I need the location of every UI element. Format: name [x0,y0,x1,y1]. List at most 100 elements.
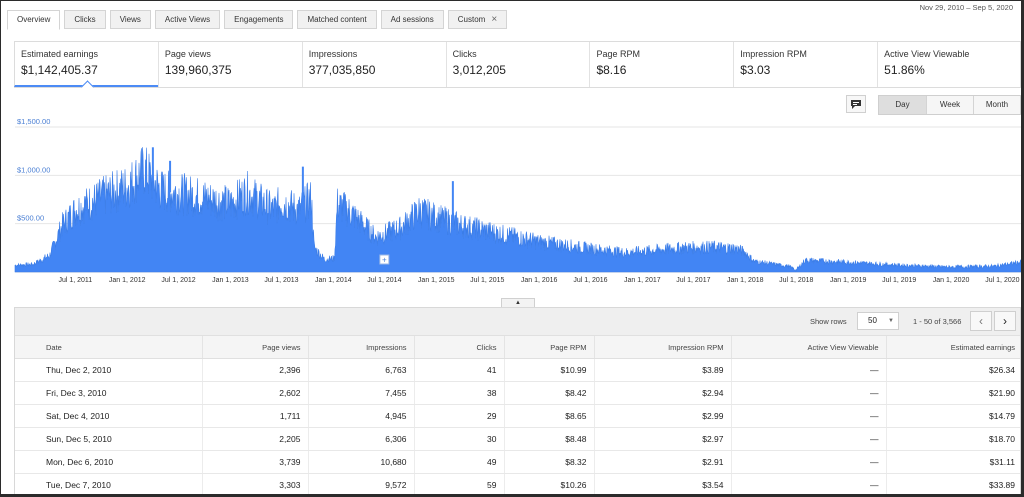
table-cell: Sun, Dec 5, 2010 [15,427,202,451]
caret-up-icon: ▲ [515,300,521,306]
tab-active-views[interactable]: Active Views [154,10,221,29]
metric-estimated-earnings[interactable]: Estimated earnings $1,142,405.37 [14,42,158,87]
metric-value: 3,012,205 [452,63,506,77]
report-tabs: Overview Clicks Views Active Views Engag… [7,10,511,30]
metric-page-rpm[interactable]: Page RPM $8.16 [589,42,733,87]
granularity-toggle: Day Week Month [878,95,1021,115]
table-cell: 6,763 [307,358,414,382]
rows-per-page-select[interactable]: 50 ▼ [857,312,899,330]
table-row: Fri, Dec 3, 2010 2,602 7,455 38 $8.42 $2.94— $… [15,381,1020,405]
x-tick-label: Jul 1, 2019 [882,277,916,284]
x-tick-label: Jan 1, 2017 [624,277,661,284]
annotation-button[interactable] [846,95,866,113]
table-cell: $8.65 [503,404,594,428]
collapse-chart-button[interactable]: ▲ [501,298,535,308]
granularity-week-button[interactable]: Week [926,96,973,114]
x-tick-label: Jan 1, 2014 [315,277,352,284]
table-cell: 2,602 [201,381,308,405]
metric-impression-rpm[interactable]: Impression RPM $3.03 [733,42,877,87]
close-icon[interactable]: × [491,14,498,25]
metric-active-view-viewable[interactable]: Active View Viewable 51.86% [877,42,1021,87]
table-cell: 7,455 [307,381,414,405]
tab-overview[interactable]: Overview [7,10,61,30]
tab-matched-content[interactable]: Matched content [297,10,377,29]
x-tick-label: Jul 1, 2018 [779,277,813,284]
metric-label: Active View Viewable [884,49,970,59]
table-cell: $10.26 [503,473,594,494]
metric-page-views[interactable]: Page views 139,960,375 [157,42,302,87]
x-tick-label: Jul 1, 2011 [58,277,92,284]
table-body: Thu, Dec 2, 2010 2,396 6,763 41 $10.99 $3.89—… [15,358,1020,494]
pagination-range: 1 - 50 of 3,566 [913,317,962,326]
table-cell: 49 [413,450,504,474]
table-cell: Mon, Dec 6, 2010 [15,450,202,474]
table-cell: $2.94 [593,381,731,405]
show-rows-label: Show rows [810,317,847,326]
metric-label: Page views [164,49,211,59]
metric-value: 51.86% [884,63,925,77]
table-cell: 38 [413,381,504,405]
x-tick-label: Jan 1, 2015 [418,277,455,284]
column-header[interactable]: Clicks [413,335,504,359]
data-table: Date Page views Impressions Clicks Page RPM I… [15,335,1020,494]
chevron-down-icon: ▼ [888,318,894,324]
table-cell: $18.70 [885,427,1020,451]
earnings-chart[interactable]: $500.00 $1,000.00 $1,500.00 Jul 1, 2011 Jan … [1,119,1024,287]
table-cell: $8.48 [503,427,594,451]
metric-impressions[interactable]: Impressions 377,035,850 [301,42,446,87]
column-header[interactable]: Date [15,335,202,359]
tab-ad-sessions[interactable]: Ad sessions [380,10,444,29]
x-tick-label: Jan 1, 2018 [727,277,764,284]
tab-custom[interactable]: Custom × [447,10,508,29]
table-cell: $10.99 [503,358,594,382]
table-cell: 3,303 [201,473,308,494]
x-tick-label: Jan 1, 2019 [830,277,867,284]
column-header[interactable]: Page RPM [503,335,594,359]
table-cell: 9,572 [307,473,414,494]
column-header[interactable]: Page views [201,335,308,359]
column-header[interactable]: Estimated earnings [885,335,1020,359]
table-cell: 2,396 [201,358,308,382]
table-cell: 29 [413,404,504,428]
table-cell: 10,680 [307,450,414,474]
granularity-month-button[interactable]: Month [973,96,1020,114]
comment-icon [851,99,861,109]
y-tick-label: $500.00 [17,214,44,223]
plus-icon: + [382,256,387,265]
x-tick-label: Jul 1, 2017 [676,277,710,284]
table-cell: 30 [413,427,504,451]
x-tick-label: Jan 1, 2012 [109,277,146,284]
table-cell: $21.90 [885,381,1020,405]
table-cell: — [730,473,886,494]
x-tick-label: Jul 1, 2015 [470,277,504,284]
x-tick-label: Jan 1, 2016 [521,277,558,284]
metric-value: 139,960,375 [164,63,232,77]
tab-views[interactable]: Views [109,10,151,29]
table-cell: Sat, Dec 4, 2010 [15,404,202,428]
table-row: Sun, Dec 5, 2010 2,205 6,306 30 $8.48 $2.97— $… [15,427,1020,451]
table-cell: 3,739 [201,450,308,474]
table-cell: 59 [413,473,504,494]
table-cell: $14.79 [885,404,1020,428]
next-page-button[interactable]: › [994,311,1016,331]
tab-engagements[interactable]: Engagements [224,10,294,29]
x-tick-label: Jul 1, 2014 [367,277,401,284]
metric-label: Impressions [308,49,358,59]
table-toolbar: Show rows 50 ▼ 1 - 50 of 3,566 ‹ › [15,308,1020,335]
prev-page-button[interactable]: ‹ [970,311,992,331]
x-tick-label: Jul 1, 2020 [985,277,1019,284]
granularity-day-button[interactable]: Day [879,96,926,114]
column-header[interactable]: Impressions [307,335,414,359]
table-cell: 41 [413,358,504,382]
column-header[interactable]: Impression RPM [593,335,731,359]
table-cell: $2.97 [593,427,731,451]
table-cell: Fri, Dec 3, 2010 [15,381,202,405]
metric-clicks[interactable]: Clicks 3,012,205 [445,42,590,87]
column-header[interactable]: Active View Viewable [730,335,886,359]
chevron-right-icon: › [1003,314,1007,328]
table-cell: 2,205 [201,427,308,451]
date-range[interactable]: Nov 29, 2010 – Sep 5, 2020 [919,3,1013,12]
tab-clicks[interactable]: Clicks [64,10,106,29]
table-cell: Tue, Dec 7, 2010 [15,473,202,494]
